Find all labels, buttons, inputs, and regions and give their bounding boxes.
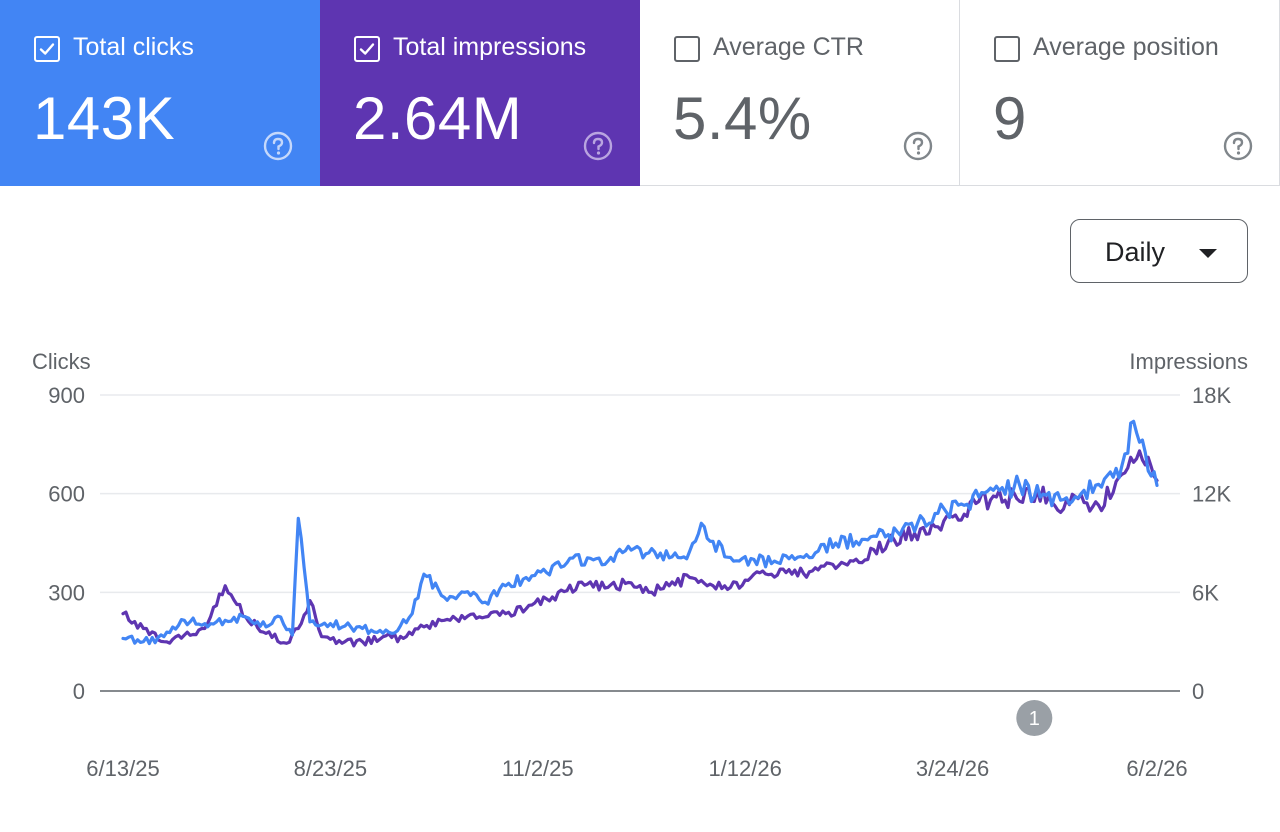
average-ctr-label: Average CTR (713, 33, 864, 61)
right-axis-label: Impressions (1129, 349, 1248, 374)
total-impressions-card[interactable]: Total impressions 2.64M (320, 0, 640, 186)
total-impressions-label: Total impressions (393, 33, 587, 61)
left-tick-label: 600 (48, 482, 85, 507)
total-clicks-label: Total clicks (73, 33, 194, 61)
left-tick-label: 0 (73, 679, 85, 704)
help-icon[interactable] (903, 131, 933, 161)
help-icon[interactable] (583, 131, 613, 161)
x-tick-label: 11/2/25 (502, 756, 574, 781)
total-clicks-value: 143K (33, 85, 176, 152)
annotation-marker-label: 1 (1029, 708, 1040, 730)
average-ctr-value: 5.4% (673, 85, 812, 152)
average-position-card[interactable]: Average position 9 (960, 0, 1280, 186)
annotation-marker[interactable] (1016, 700, 1053, 736)
metric-cards: Total clicks 143K Total impressions 2.64… (0, 0, 1280, 186)
dropdown-arrow-icon (1198, 247, 1218, 265)
average-ctr-card[interactable]: Average CTR 5.4% (640, 0, 960, 186)
checkbox-checked-icon[interactable] (354, 36, 380, 62)
average-position-label: Average position (1033, 33, 1219, 61)
help-icon[interactable] (263, 131, 293, 161)
checkbox-unchecked-icon[interactable] (994, 36, 1020, 62)
right-tick-label: 0 (1192, 679, 1204, 704)
granularity-label: Daily (1105, 237, 1166, 267)
checkbox-unchecked-icon[interactable] (674, 36, 700, 62)
right-tick-label: 12K (1192, 482, 1231, 507)
x-tick-label: 3/24/26 (916, 756, 989, 781)
help-icon[interactable] (1223, 131, 1253, 161)
right-tick-label: 18K (1192, 383, 1231, 408)
checkbox-checked-icon[interactable] (34, 36, 60, 62)
right-tick-label: 6K (1192, 580, 1219, 605)
x-tick-label: 8/23/25 (294, 756, 367, 781)
granularity-dropdown[interactable]: Daily (1070, 219, 1248, 283)
left-axis-label: Clicks (32, 349, 91, 374)
x-tick-label: 6/2/26 (1126, 756, 1187, 781)
total-clicks-card[interactable]: Total clicks 143K (0, 0, 320, 186)
x-tick-label: 6/13/25 (86, 756, 159, 781)
average-position-value: 9 (993, 85, 1027, 152)
clicks-series-line (121, 419, 1159, 646)
x-tick-label: 1/12/26 (708, 756, 781, 781)
left-tick-label: 300 (48, 580, 85, 605)
total-impressions-value: 2.64M (353, 85, 523, 152)
left-tick-label: 900 (48, 383, 85, 408)
